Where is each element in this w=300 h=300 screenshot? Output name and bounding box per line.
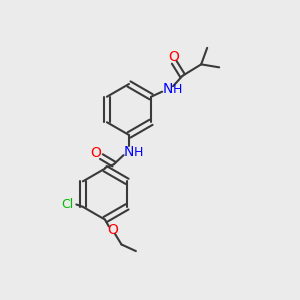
Text: O: O <box>91 146 101 160</box>
Text: N: N <box>162 82 173 96</box>
Text: N: N <box>124 145 134 158</box>
Text: O: O <box>107 223 118 237</box>
Text: H: H <box>134 146 143 160</box>
Text: O: O <box>169 50 180 64</box>
Text: Cl: Cl <box>61 198 74 211</box>
Text: H: H <box>172 83 182 96</box>
